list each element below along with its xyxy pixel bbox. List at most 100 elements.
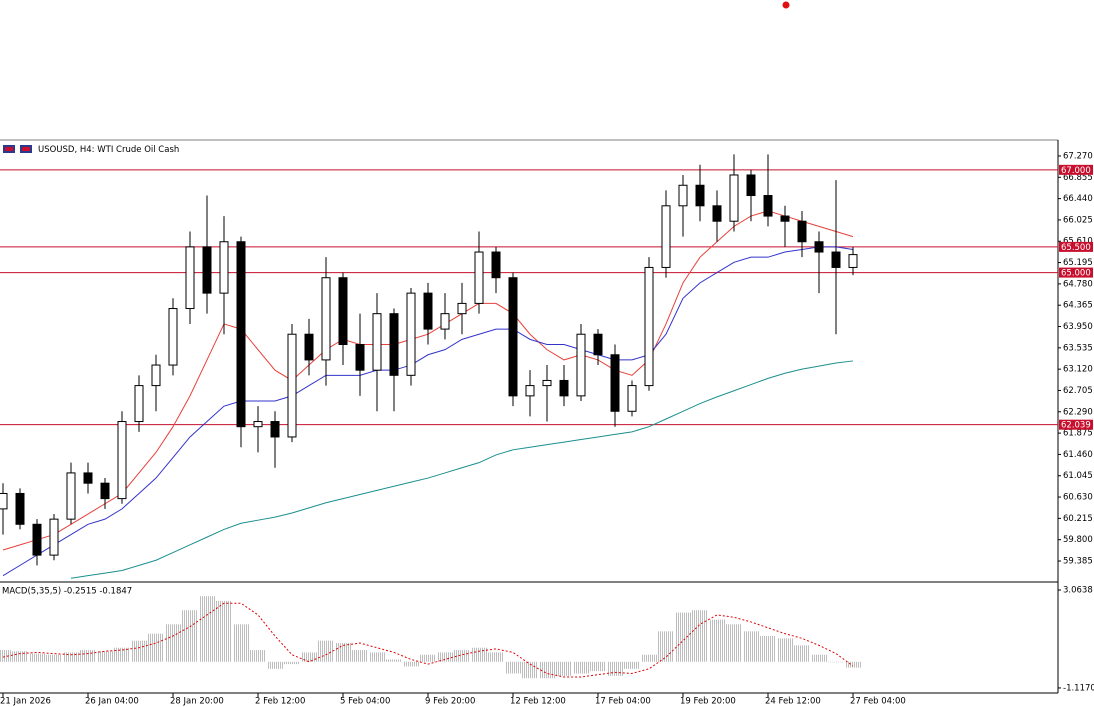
y-tick-label: 66.855 xyxy=(1063,173,1093,183)
macd-bar xyxy=(556,661,572,676)
level-label: 65.500 xyxy=(1061,243,1091,253)
y-tick-label: 62.290 xyxy=(1063,407,1093,417)
macd-bar xyxy=(63,652,79,662)
macd-bar xyxy=(573,661,589,674)
candle-body xyxy=(304,333,314,361)
macd-bar xyxy=(624,661,640,669)
candle-body xyxy=(508,277,518,397)
candle-body xyxy=(593,333,603,356)
macd-bar xyxy=(12,651,28,662)
level-tag xyxy=(1059,419,1093,430)
candle-body xyxy=(610,354,620,412)
y-tick-label: 3.0638 xyxy=(1063,586,1093,596)
record-dot xyxy=(782,1,790,9)
x-tick-label: 21 Jan 2026 xyxy=(0,697,51,707)
y-tick-label: 61.875 xyxy=(1063,429,1093,439)
level-label: 62.039 xyxy=(1061,421,1091,431)
candle-body xyxy=(627,385,637,412)
macd-bar xyxy=(199,596,215,662)
candle-body xyxy=(100,482,110,500)
level-label: 65.000 xyxy=(1061,269,1091,279)
macd-bar xyxy=(811,654,827,662)
candle-body xyxy=(695,184,705,207)
candle-body xyxy=(338,277,348,345)
x-tick-label: 12 Feb 12:00 xyxy=(510,697,566,707)
macd-bar xyxy=(114,647,130,662)
candle-body xyxy=(253,421,263,428)
moving-average xyxy=(70,360,854,579)
candle-body xyxy=(270,421,280,438)
candle-body xyxy=(236,241,246,428)
macd-bar xyxy=(607,661,623,676)
y-tick-label: 65.610 xyxy=(1063,237,1093,247)
macd-bar xyxy=(216,600,232,662)
candle-body xyxy=(66,472,76,520)
macd-bar xyxy=(403,661,419,667)
macd-bar xyxy=(386,659,402,662)
candle-body xyxy=(168,308,178,366)
y-tick-label: 63.950 xyxy=(1063,322,1093,332)
macd-bar xyxy=(590,661,606,672)
candle-body xyxy=(746,174,756,197)
macd-bar xyxy=(437,652,453,662)
candle-body xyxy=(49,518,59,556)
candle-body xyxy=(474,251,484,304)
y-tick-label: 64.365 xyxy=(1063,301,1093,311)
y-tick-label: -1.1170 xyxy=(1063,683,1094,693)
candle-body xyxy=(83,472,93,484)
level-tag xyxy=(1059,267,1093,278)
candle-body xyxy=(644,266,654,387)
candle-body xyxy=(202,246,212,294)
candle-body xyxy=(15,492,25,525)
candle-body xyxy=(678,184,688,207)
macd-bar xyxy=(284,661,300,665)
candle-body xyxy=(542,379,552,387)
candle-body xyxy=(0,492,8,510)
candle-body xyxy=(372,313,382,371)
macd-bar xyxy=(845,661,861,668)
macd-bar xyxy=(488,652,504,662)
macd-bar xyxy=(794,645,810,662)
symbol-icon xyxy=(3,145,32,153)
candle-body xyxy=(661,205,671,268)
macd-bar xyxy=(454,650,470,662)
x-tick-label: 28 Jan 20:00 xyxy=(170,697,224,707)
x-tick-label: 17 Feb 04:00 xyxy=(595,697,651,707)
moving-average xyxy=(2,246,854,577)
macd-bar xyxy=(760,636,776,662)
level-label: 67.000 xyxy=(1061,166,1091,176)
x-tick-label: 27 Feb 04:00 xyxy=(850,697,906,707)
candle-body xyxy=(780,215,790,222)
macd-bar xyxy=(675,612,691,662)
candle-body xyxy=(117,421,127,500)
candle-body xyxy=(32,523,42,556)
macd-bar xyxy=(692,610,708,662)
y-tick-label: 62.705 xyxy=(1063,386,1093,396)
candle-body xyxy=(321,277,331,361)
candle-body xyxy=(457,302,467,315)
macd-bar xyxy=(165,624,181,662)
x-tick-label: 5 Feb 04:00 xyxy=(340,697,390,707)
macd-title: MACD(5,35,5) -0.2515 -0.1847 xyxy=(2,587,132,597)
chart-title: USOUSD, H4: WTI Crude Oil Cash xyxy=(38,145,179,155)
candle-body xyxy=(814,241,824,253)
x-tick-label: 2 Feb 12:00 xyxy=(255,697,305,707)
moving-average xyxy=(2,210,854,551)
x-tick-label: 26 Jan 04:00 xyxy=(85,697,139,707)
candle-body xyxy=(287,333,297,438)
macd-bar xyxy=(777,638,793,662)
candle-body xyxy=(423,292,433,330)
y-tick-label: 63.120 xyxy=(1063,365,1093,375)
y-tick-label: 67.270 xyxy=(1063,151,1093,161)
macd-bar xyxy=(250,650,266,662)
candle-body xyxy=(797,220,807,243)
macd-bar xyxy=(267,661,283,669)
macd-bar xyxy=(641,654,657,662)
macd-bar xyxy=(420,654,436,662)
macd-bar xyxy=(726,624,742,662)
y-tick-label: 60.630 xyxy=(1063,493,1093,503)
macd-bar xyxy=(828,661,844,663)
candle-body xyxy=(848,254,858,268)
